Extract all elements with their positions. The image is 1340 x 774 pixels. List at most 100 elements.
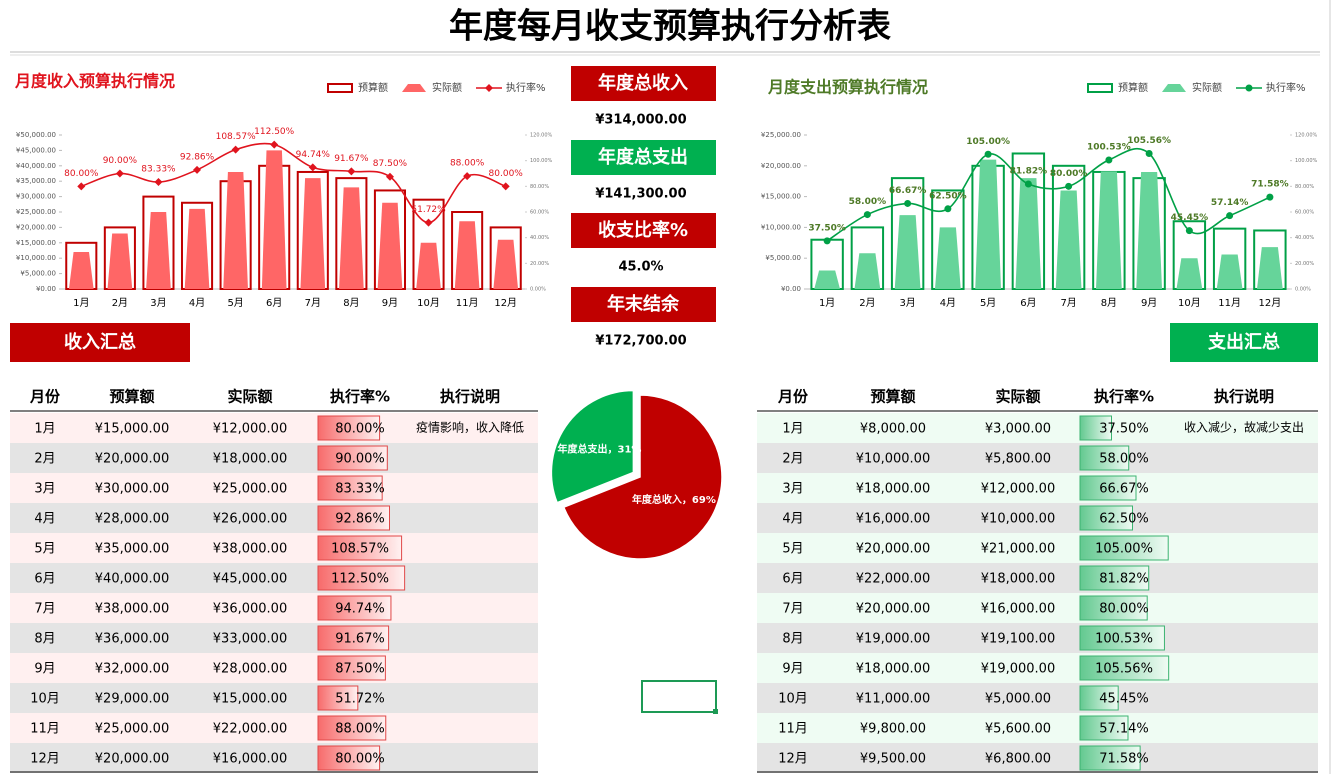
legend-label: 实际额 — [432, 81, 462, 94]
table-cell: 100.53% — [1095, 632, 1153, 647]
summary-button[interactable] — [1170, 323, 1318, 362]
rate-bar — [1079, 625, 1165, 651]
summary-label: 收支比率% — [598, 219, 688, 241]
rate-label: 105.00% — [966, 137, 1010, 147]
legend-label: 预算额 — [1118, 81, 1148, 94]
table-cell: 91.67% — [335, 632, 385, 647]
table-cell: ¥29,000.00 — [95, 692, 169, 707]
rate-marker — [1185, 227, 1193, 235]
actual-bar — [1216, 254, 1243, 289]
rate-bar — [1079, 685, 1119, 711]
y-tick-label: ¥10,000.00 — [16, 254, 56, 262]
rate-bar — [317, 745, 381, 771]
y-tick-label: ¥5,000.00 — [765, 254, 801, 262]
x-tick-label: 7月 — [305, 297, 321, 309]
table-cell: 51.72% — [335, 692, 385, 707]
table-cell: ¥20,000.00 — [856, 542, 930, 557]
table-cell: 3月 — [34, 482, 55, 497]
rate-label: 37.50% — [808, 223, 846, 233]
table-row — [10, 713, 538, 743]
x-tick-label: 9月 — [382, 297, 398, 309]
rate-label: 45.45% — [1171, 213, 1209, 223]
rate-bar — [317, 565, 406, 591]
table-row — [757, 563, 1318, 593]
table-row — [10, 563, 538, 593]
table-row — [10, 503, 538, 533]
table-cell: 2月 — [34, 452, 55, 467]
rate-bar — [1079, 715, 1129, 741]
table-cell: ¥19,000.00 — [981, 662, 1055, 677]
rate-marker — [944, 205, 952, 213]
table-header: 执行率% — [330, 388, 390, 406]
y2-tick-label: 60.00% — [530, 210, 549, 216]
table-row — [10, 473, 538, 503]
x-tick-label: 3月 — [899, 297, 915, 309]
table-cell: ¥10,000.00 — [856, 452, 930, 467]
table-row — [10, 623, 538, 653]
table-row — [10, 743, 538, 773]
table-cell: ¥26,000.00 — [213, 512, 287, 527]
actual-bar — [1256, 247, 1283, 289]
rate-label: 92.86% — [180, 152, 215, 162]
table-cell: ¥28,000.00 — [213, 662, 287, 677]
table-cell: ¥12,000.00 — [213, 422, 287, 437]
y-tick-label: ¥40,000.00 — [16, 162, 56, 170]
y2-tick-label: 120.00% — [530, 133, 552, 139]
actual-bar — [854, 253, 881, 289]
rate-marker — [863, 211, 871, 219]
y2-tick-label: 80.00% — [1295, 184, 1314, 190]
table-cell: ¥20,000.00 — [95, 752, 169, 767]
legend-label: 执行率% — [1266, 81, 1306, 94]
summary-button[interactable] — [10, 323, 190, 362]
actual-bar — [377, 202, 403, 289]
legend-swatch — [485, 84, 493, 92]
x-tick-label: 9月 — [1141, 297, 1157, 309]
legend-swatch — [327, 83, 353, 93]
y2-tick-label: 120.00% — [1295, 133, 1317, 139]
actual-bar — [934, 227, 961, 289]
table-cell: ¥32,000.00 — [95, 662, 169, 677]
table-cell: ¥19,100.00 — [981, 632, 1055, 647]
rate-bar — [317, 475, 383, 501]
table-cell: 9月 — [782, 662, 803, 677]
summary-value: ¥141,300.00 — [595, 187, 686, 202]
rate-marker — [1065, 182, 1073, 190]
table-header: 实际额 — [227, 388, 272, 406]
x-tick-label: 11月 — [1218, 297, 1241, 309]
table-cell: ¥22,000.00 — [213, 722, 287, 737]
summary-label: 年度总收入 — [598, 72, 688, 94]
y2-tick-label: 40.00% — [1295, 235, 1314, 241]
table-cell: 4月 — [34, 512, 55, 527]
y2-tick-label: 20.00% — [530, 261, 549, 267]
x-tick-label: 7月 — [1060, 297, 1076, 309]
rate-bar — [1079, 565, 1150, 591]
table-row — [757, 413, 1318, 443]
table-row — [757, 683, 1318, 713]
legend-swatch — [1162, 84, 1186, 92]
table-cell: 8月 — [34, 632, 55, 647]
x-tick-label: 5月 — [227, 297, 243, 309]
y-tick-label: ¥25,000.00 — [16, 208, 56, 216]
table-note: 收入减少，故减少支出 — [1184, 420, 1304, 435]
rate-marker — [115, 169, 124, 178]
x-tick-label: 6月 — [1020, 297, 1036, 309]
x-tick-label: 8月 — [343, 297, 359, 309]
table-header: 月份 — [29, 388, 61, 406]
x-tick-label: 5月 — [980, 297, 996, 309]
table-row — [757, 623, 1318, 653]
rate-label: 71.58% — [1251, 180, 1289, 190]
x-tick-label: 1月 — [819, 297, 835, 309]
rate-bar — [1079, 475, 1137, 501]
rate-label: 81.82% — [1010, 166, 1048, 176]
rate-marker — [823, 237, 831, 245]
rate-marker — [501, 182, 510, 191]
rate-bar — [1079, 745, 1141, 771]
rate-bar — [1079, 505, 1133, 531]
table-cell: 57.14% — [1099, 722, 1149, 737]
table-row — [757, 653, 1318, 683]
x-tick-label: 4月 — [940, 297, 956, 309]
table-cell: 62.50% — [1099, 512, 1149, 527]
y-tick-label: ¥20,000.00 — [16, 223, 56, 231]
